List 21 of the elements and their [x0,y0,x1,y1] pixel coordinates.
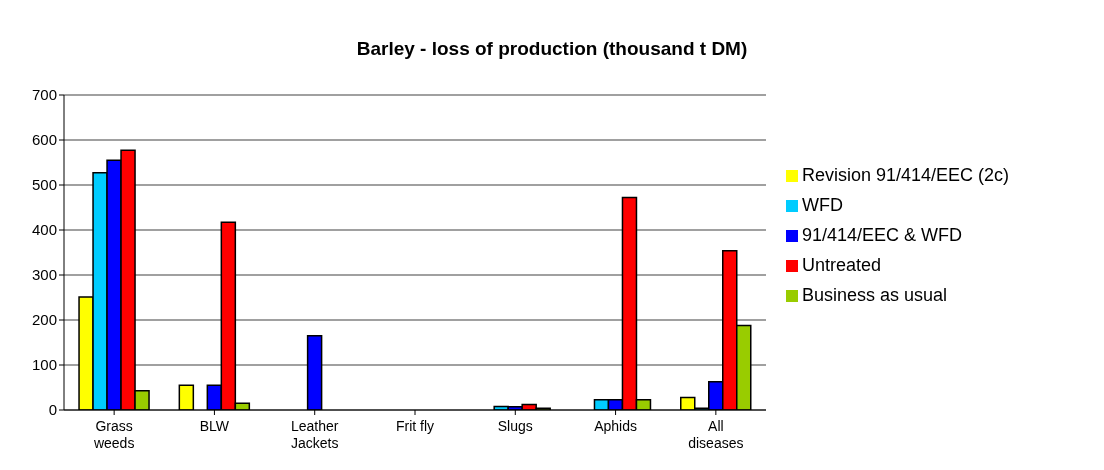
legend-label: WFD [802,195,843,215]
x-tick-label: Slugs [497,418,533,434]
y-tick-label: 200 [31,311,57,329]
x-tick-label: Frit fly [395,418,435,434]
legend-label: Revision 91/414/EEC (2c) [802,165,1010,185]
x-tick-label: Leather Jackets [290,418,339,451]
x-tick-label: Aphids [594,418,637,434]
x-tick-label: Grass weeds [92,418,135,451]
legend-label: Untreated [802,255,882,275]
y-tick-label: 500 [31,176,57,194]
y-tick-label: 400 [31,221,57,239]
legend-label: 91/414/EEC & WFD [802,225,963,245]
x-tick-label: All diseases [688,418,744,451]
chart-title: Barley - loss of production (thousand t DM) [355,38,749,60]
y-tick-label: 300 [31,266,57,284]
y-tick-label: 600 [31,131,57,149]
y-tick-label: 700 [31,86,57,104]
y-tick-label: 100 [31,356,57,374]
x-tick-label: BLW [199,418,230,434]
y-tick-label: 0 [48,401,57,419]
legend-label: Business as usual [802,285,948,305]
